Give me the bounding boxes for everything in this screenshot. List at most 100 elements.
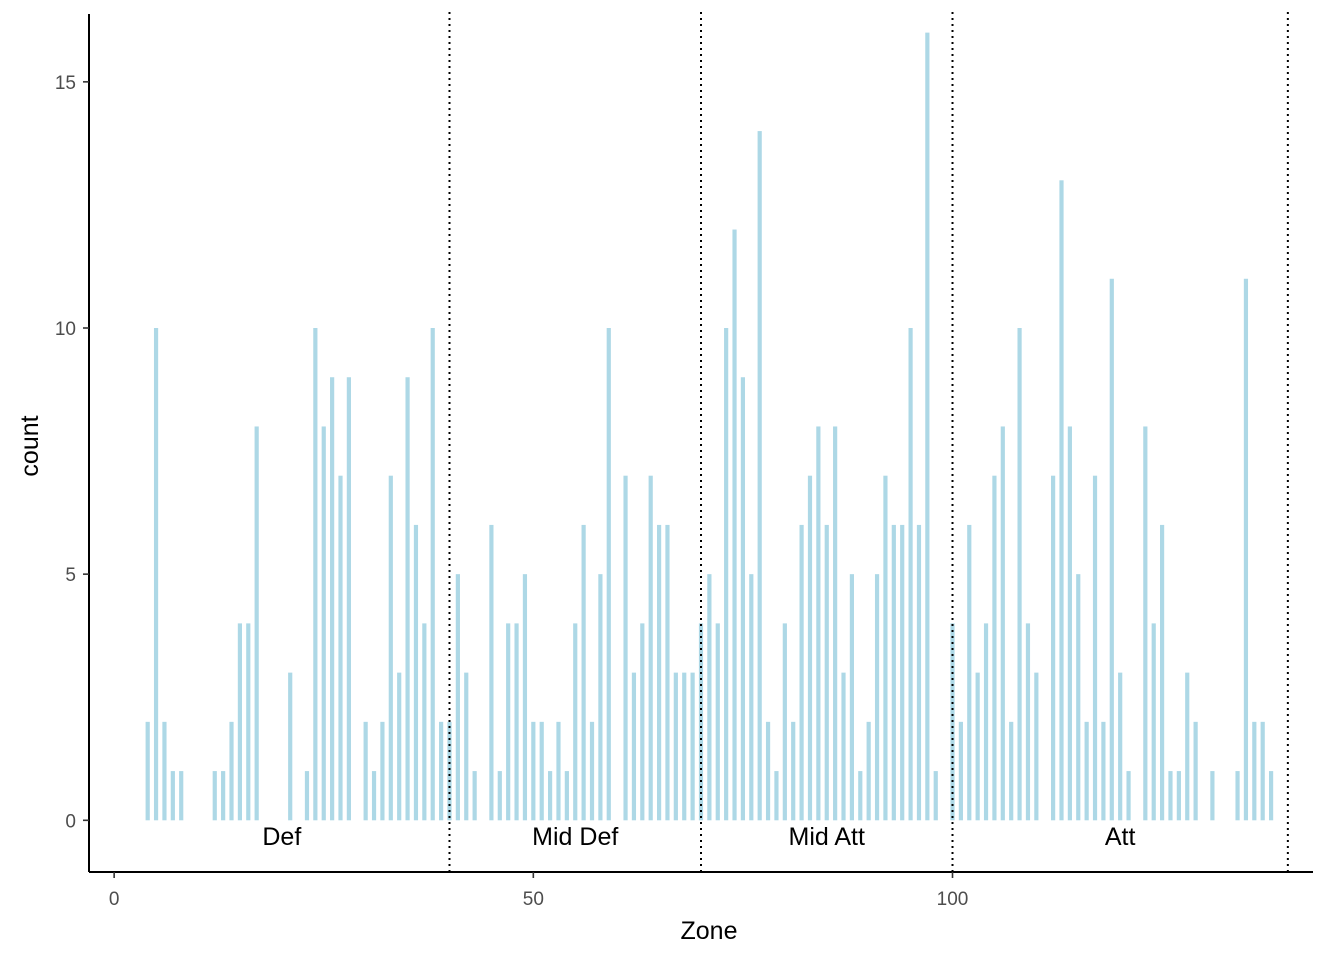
bar [170, 771, 175, 821]
bar [648, 475, 653, 821]
bar [858, 771, 863, 821]
bar [1168, 771, 1173, 821]
bar [874, 574, 880, 821]
bar [330, 377, 335, 821]
bar [807, 475, 813, 821]
bar [397, 672, 402, 821]
bar [363, 721, 368, 821]
bar [430, 328, 435, 821]
bar [866, 721, 871, 821]
bar [1118, 672, 1123, 821]
bar [564, 771, 569, 821]
bar [916, 524, 922, 821]
bar [288, 672, 293, 821]
bar [229, 721, 234, 821]
axes: 0 5 10 15 0 50 100 [55, 14, 1313, 910]
bar [1000, 426, 1005, 821]
y-tick-label: 15 [55, 73, 76, 94]
bar [640, 623, 645, 821]
bar [506, 623, 511, 821]
x-tick-label: 50 [523, 889, 544, 910]
bar [522, 574, 528, 821]
bar [145, 721, 150, 821]
bar [179, 771, 184, 821]
bar [1025, 623, 1031, 821]
bar [1210, 771, 1215, 821]
bar [824, 524, 829, 821]
bar [221, 771, 226, 821]
bar [833, 426, 838, 821]
bar [380, 721, 385, 821]
bar [413, 524, 419, 821]
bar [246, 623, 251, 821]
bar [1067, 426, 1072, 821]
bar [447, 721, 452, 821]
bar [531, 721, 536, 821]
bar [682, 672, 687, 821]
bar [908, 328, 913, 821]
bar [422, 623, 427, 821]
bar [1092, 475, 1098, 821]
bar [254, 426, 259, 821]
bar [1235, 771, 1240, 821]
bars-group [145, 32, 1274, 821]
zone-label: Mid Att [789, 823, 865, 851]
bar [983, 623, 989, 821]
bar [1017, 328, 1022, 821]
bar [656, 524, 662, 821]
bar [212, 771, 217, 821]
bar [749, 574, 754, 821]
bar [849, 574, 854, 821]
bar [1059, 180, 1064, 821]
bar [581, 524, 586, 821]
bar [925, 32, 930, 821]
bar [1193, 721, 1198, 821]
bar [589, 721, 595, 821]
zone-label: Def [262, 823, 301, 851]
bar [900, 524, 905, 821]
bar [891, 524, 896, 821]
zone-labels: Def Mid Def Mid Att Att [262, 823, 1135, 851]
bar [1109, 278, 1114, 821]
bar [371, 771, 377, 821]
bar [1126, 771, 1131, 821]
y-tick-label: 10 [55, 319, 76, 340]
y-tick-label: 0 [65, 811, 76, 832]
bar [975, 672, 980, 821]
bar [346, 377, 351, 821]
bar [1034, 672, 1039, 821]
bar [304, 771, 310, 821]
bar [514, 623, 519, 821]
bar [791, 721, 796, 821]
bar [1176, 771, 1181, 821]
bar [539, 721, 544, 821]
bar [1160, 524, 1165, 821]
bar [497, 771, 502, 821]
bar [690, 672, 695, 821]
bar [153, 328, 159, 821]
bar [992, 475, 997, 821]
x-tick-label: 100 [937, 889, 969, 910]
bar [631, 672, 637, 821]
bar [1084, 721, 1089, 821]
bar [1243, 278, 1249, 821]
x-tick-label: 0 [109, 889, 120, 910]
bar [162, 721, 167, 821]
bar [1143, 426, 1148, 821]
bar [388, 475, 393, 821]
bar [606, 328, 611, 821]
bar [472, 771, 477, 821]
bar [715, 623, 720, 821]
bar [1101, 721, 1106, 821]
bar [673, 672, 678, 821]
bar [967, 524, 972, 821]
bar [1185, 672, 1190, 821]
bar [313, 328, 318, 821]
bar [338, 475, 343, 821]
bar [489, 524, 494, 821]
bar [1268, 771, 1274, 821]
bar [556, 721, 561, 821]
bar [1009, 721, 1014, 821]
bar [548, 771, 553, 821]
